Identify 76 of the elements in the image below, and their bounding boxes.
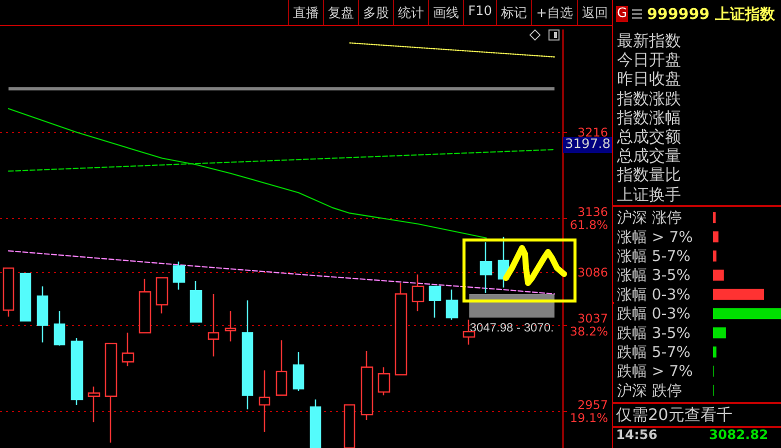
- text: 总成交量: [617, 146, 681, 166]
- candlestick: [310, 398, 322, 448]
- text: 昨日收盘: [617, 69, 681, 89]
- text: 3082.82: [709, 428, 768, 443]
- text: 标记: [496, 0, 532, 25]
- candlestick: [88, 386, 100, 423]
- candlestick: [292, 351, 304, 392]
- candlestick: [394, 282, 408, 376]
- text: 指数量比: [617, 165, 681, 185]
- y-tick-label: 2957 19.1%: [570, 398, 608, 425]
- text: 返回: [577, 0, 612, 25]
- candlestick: [2, 267, 14, 318]
- candlestick: [54, 310, 66, 346]
- candlestick: [36, 286, 48, 344]
- candlestick: [190, 280, 202, 323]
- candlestick: [446, 288, 458, 320]
- y-tick-label: 跌幅 3-5%: [617, 324, 691, 342]
- text: G: [616, 6, 628, 22]
- bar: [713, 250, 716, 262]
- candlestick: [208, 293, 220, 358]
- y-tick-label: 跌幅 0-3%: [617, 304, 691, 323]
- text: 上证换手: [617, 184, 681, 204]
- bar: [713, 327, 726, 338]
- text: 14:56: [616, 428, 658, 443]
- candlestick: [412, 274, 424, 312]
- bar: [713, 270, 724, 281]
- y-tick-label: 涨幅 3-5%: [617, 266, 691, 284]
- text: 3197.8: [563, 137, 612, 153]
- text: 999999 上证指数: [647, 5, 775, 24]
- candlestick: [428, 286, 442, 318]
- y-tick-label: 跌幅 > 7%: [617, 362, 693, 380]
- text: 复盘: [323, 0, 358, 25]
- y-tick-label: 涨幅 0-3%: [617, 285, 691, 304]
- candlestick: [242, 300, 254, 410]
- band-label: 3047.98 - 3070.: [470, 320, 554, 335]
- candlestick: [20, 272, 32, 322]
- line-series: [8, 250, 556, 295]
- bar: [713, 212, 716, 224]
- candlestick: [122, 332, 134, 367]
- text: 总成交额: [617, 127, 681, 146]
- bar: [713, 231, 718, 242]
- text: 指数涨跌: [617, 88, 681, 108]
- text: 画线: [428, 0, 464, 25]
- candlestick: [344, 404, 356, 448]
- candlestick: [172, 260, 186, 290]
- text: 直播: [288, 0, 324, 25]
- text: +自选: [531, 0, 577, 25]
- text: 今日开盘: [617, 50, 681, 70]
- candlestick: [360, 350, 374, 421]
- candlestick: [224, 310, 236, 342]
- text: 多股: [358, 0, 394, 25]
- y-tick-label: 3216: [577, 125, 608, 140]
- text: F10: [463, 0, 496, 25]
- y-tick-label: 3136 61.8%: [570, 205, 608, 232]
- text: 统计: [393, 0, 428, 25]
- y-tick-label: 涨幅 > 7%: [617, 228, 693, 246]
- y-tick-label: 3037 38.2%: [570, 312, 608, 339]
- text: 指数涨幅: [617, 108, 681, 128]
- candlestick: [156, 277, 168, 314]
- bar: [713, 346, 716, 358]
- candlestick: [258, 370, 270, 432]
- candlestick: [138, 278, 152, 334]
- y-tick-label: 涨幅 5-7%: [617, 247, 691, 265]
- y-tick-label: 跌幅 5-7%: [617, 343, 691, 361]
- y-tick-label: 3086: [577, 265, 608, 280]
- bar: [713, 288, 764, 300]
- candlestick: [378, 366, 390, 396]
- bar: [713, 308, 781, 320]
- candlestick: [70, 337, 84, 406]
- candlestick: [104, 342, 118, 444]
- text: 最新指数: [617, 31, 681, 50]
- candlestick: [480, 242, 492, 294]
- candlestick: [276, 340, 288, 396]
- y-tick-label: 沪深 涨停: [617, 208, 682, 227]
- y-tick-label: 沪深 跌停: [617, 381, 682, 400]
- text: 仅需20元查看千: [616, 405, 732, 424]
